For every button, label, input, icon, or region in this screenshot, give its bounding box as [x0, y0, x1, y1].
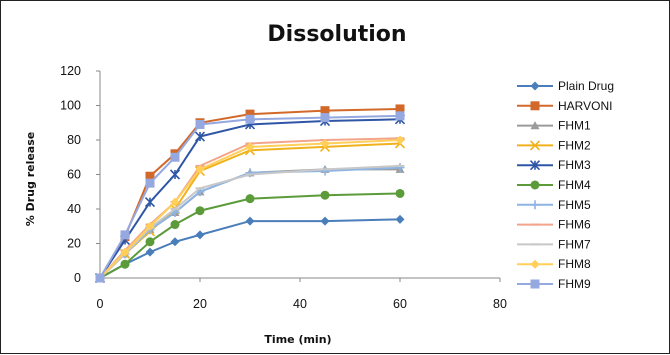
series-line-fhm4	[99, 192, 401, 279]
legend-item-fhm2: FHM2	[517, 138, 591, 152]
legend-swatch-marker	[530, 279, 540, 289]
data-point	[195, 230, 205, 240]
legend-item-fhm5: FHM5	[517, 198, 591, 212]
legend-item-fhm9: FHM9	[517, 277, 591, 291]
legend-swatch-marker	[530, 81, 540, 91]
legend-item-fhm1: FHM1	[517, 119, 591, 133]
legend-label: HARVONI	[558, 99, 612, 113]
legend-swatch-marker	[529, 160, 541, 171]
x-tick-label: 0	[97, 297, 104, 311]
x-tick-label: 20	[193, 297, 207, 311]
y-tick-label: 0	[74, 271, 81, 285]
data-point	[320, 113, 330, 123]
data-point	[145, 221, 155, 231]
data-point	[320, 166, 330, 176]
legend-swatch-marker	[530, 200, 540, 210]
legend-swatch-marker	[530, 101, 540, 111]
data-point	[194, 131, 206, 142]
legend-label: FHM1	[558, 119, 591, 133]
series-line-fhm6	[99, 137, 401, 279]
y-axis-title: % Drug release	[24, 132, 37, 227]
data-point	[320, 138, 330, 148]
data-point	[120, 230, 130, 240]
data-point	[120, 247, 130, 257]
series-line-fhm8	[99, 139, 401, 279]
data-point	[395, 188, 405, 198]
x-tick-label: 60	[393, 297, 407, 311]
legend-label: FHM6	[558, 218, 591, 232]
data-point	[395, 111, 405, 121]
legend-label: FHM4	[558, 178, 591, 192]
y-tick-label: 60	[67, 168, 81, 182]
data-point	[245, 168, 255, 178]
legend-swatch-marker	[530, 180, 540, 190]
legend-item-fhm7: FHM7	[517, 237, 591, 251]
data-point	[245, 194, 255, 204]
series-fhm2	[94, 138, 406, 284]
x-tick-label: 40	[293, 297, 307, 311]
data-point	[120, 259, 130, 269]
data-point	[145, 178, 155, 188]
data-point	[395, 135, 405, 145]
y-tick-label: 100	[60, 99, 81, 113]
series-line-fhm9	[99, 114, 401, 279]
data-point	[395, 214, 405, 224]
legend-item-fhm4: FHM4	[517, 178, 591, 192]
data-point	[245, 216, 255, 226]
data-point	[170, 237, 180, 247]
series-line-fhm7	[99, 164, 401, 279]
data-point	[320, 190, 330, 200]
data-point	[395, 104, 405, 114]
legend-label: FHM9	[558, 277, 591, 291]
data-point	[320, 216, 330, 226]
axes: 0 20 40 60 80 100 120 0 20 40 60 80	[60, 64, 507, 311]
chart-title: Dissolution	[267, 22, 406, 47]
legend-label: Plain Drug	[558, 79, 614, 93]
data-point	[170, 220, 180, 230]
series-line-plain-drug	[99, 218, 401, 279]
y-tick-label: 40	[67, 202, 81, 216]
legend-item-fhm8: FHM8	[517, 257, 591, 271]
legend-swatch-marker	[529, 140, 541, 151]
data-point	[245, 142, 255, 152]
legend-item-fhm3: FHM3	[517, 158, 591, 172]
legend-label: FHM7	[558, 237, 591, 251]
data-point	[395, 163, 405, 173]
x-tick-label: 80	[493, 297, 507, 311]
legend-item-harvoni: HARVONI	[517, 99, 612, 113]
data-point	[170, 152, 180, 162]
legend-label: FHM3	[558, 158, 591, 172]
data-point	[320, 106, 330, 116]
data-point	[170, 197, 180, 207]
data-point	[144, 197, 156, 208]
legend-label: FHM8	[558, 257, 591, 271]
data-point	[169, 169, 181, 180]
data-point	[195, 206, 205, 216]
series-fhm9	[95, 111, 405, 283]
legend-swatch-marker	[530, 121, 540, 130]
data-point	[145, 237, 155, 247]
series-fhm8	[95, 135, 405, 283]
legend-swatch-marker	[530, 259, 540, 269]
legend-item-plain-drug: Plain Drug	[517, 79, 614, 93]
plot-area	[94, 104, 406, 284]
x-axis-title: Time (min)	[264, 333, 331, 346]
legend-item-fhm6: FHM6	[517, 218, 591, 232]
y-tick-label: 120	[60, 64, 81, 78]
y-tick-label: 20	[67, 237, 81, 251]
data-point	[95, 273, 105, 283]
data-point	[245, 114, 255, 124]
legend: Plain Drug HARVONI FHM1 FHM2 FHM3 FHM4 FHM5 FHM…	[517, 79, 614, 291]
data-point	[145, 247, 155, 257]
data-point	[195, 164, 205, 174]
data-point	[245, 109, 255, 119]
legend-label: FHM2	[558, 138, 591, 152]
y-tick-label: 80	[67, 133, 81, 147]
legend-label: FHM5	[558, 198, 591, 212]
data-point	[195, 119, 205, 129]
data-point	[145, 171, 155, 181]
